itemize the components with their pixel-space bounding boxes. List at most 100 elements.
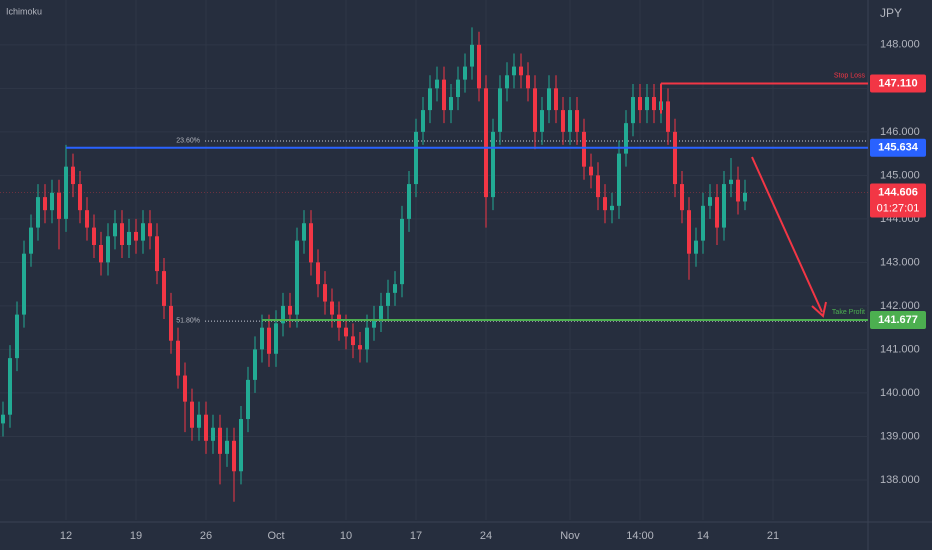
candle-body — [106, 236, 110, 263]
candle-body — [99, 244, 103, 263]
candle-body — [36, 197, 40, 228]
candle-body — [722, 184, 726, 228]
x-tick-label: 14 — [697, 530, 709, 542]
candle-body — [386, 292, 390, 306]
candle-body — [267, 327, 271, 354]
candle-body — [393, 284, 397, 293]
candle-body — [414, 131, 418, 185]
candle-body — [78, 184, 82, 211]
candle-body — [610, 205, 614, 211]
candle-body — [169, 305, 173, 341]
level-name: Stop Loss — [834, 72, 866, 79]
candle-body — [435, 79, 439, 89]
candle-body — [645, 97, 649, 111]
candle-body — [316, 262, 320, 285]
candle-body — [85, 210, 89, 228]
candle-body — [561, 110, 565, 132]
candle-body — [295, 240, 299, 315]
currency-label: JPY — [880, 6, 902, 20]
indicator-label: Ichimoku — [6, 6, 42, 16]
x-tick-label: 14:00 — [626, 530, 654, 542]
candle-body — [736, 179, 740, 202]
price-tag — [870, 183, 926, 218]
candle-body — [29, 227, 33, 254]
candle-body — [533, 88, 537, 132]
candle-body — [323, 284, 327, 302]
candle-body — [120, 223, 124, 245]
candle-body — [547, 88, 551, 111]
candle-body — [50, 192, 54, 211]
candle-body — [673, 131, 677, 185]
fib-label: 51.80% — [176, 317, 200, 324]
arrow — [751, 156, 823, 313]
x-tick-label: 10 — [340, 530, 352, 542]
candle-body — [519, 66, 523, 76]
candle-body — [442, 79, 446, 111]
candle-body — [197, 414, 201, 428]
candle-body — [715, 197, 719, 228]
candle-body — [540, 110, 544, 132]
y-tick-label: 139.000 — [880, 430, 920, 442]
candle-body — [239, 419, 243, 472]
candle-body — [379, 305, 383, 319]
price-tag-label: 147.110 — [878, 77, 917, 89]
y-tick-label: 140.000 — [880, 387, 920, 399]
candle-body — [701, 205, 705, 241]
x-tick-label: 17 — [410, 530, 422, 542]
level-name: Take Profit — [832, 309, 865, 316]
candle-body — [708, 197, 712, 206]
candle-body — [113, 223, 117, 237]
candle-body — [470, 44, 474, 67]
candle-body — [57, 192, 61, 219]
countdown-label: 01:27:01 — [877, 202, 920, 214]
candle-body — [330, 301, 334, 315]
candle-body — [8, 358, 12, 415]
candle-body — [218, 427, 222, 454]
candle-body — [428, 88, 432, 111]
candle-body — [190, 401, 194, 428]
y-tick-label: 148.000 — [880, 39, 920, 51]
price-tag — [870, 74, 926, 93]
candle-body — [624, 123, 628, 154]
candle-body — [274, 323, 278, 354]
candle-body — [176, 340, 180, 376]
candle-body — [407, 184, 411, 219]
candle-body — [246, 379, 250, 420]
candle-body — [582, 131, 586, 167]
candle-body — [71, 166, 75, 185]
candle-body — [162, 271, 166, 306]
y-tick-label: 138.000 — [880, 474, 920, 486]
candle-body — [92, 227, 96, 245]
candle-body — [64, 166, 68, 219]
candle-body — [225, 440, 229, 454]
candle-body — [575, 110, 579, 132]
fib-label: 23.60% — [176, 137, 200, 144]
candle-body — [260, 327, 264, 350]
x-tick-label: 21 — [767, 530, 779, 542]
x-tick-label: 19 — [130, 530, 142, 542]
candle-body — [652, 97, 656, 111]
x-tick-label: 24 — [480, 530, 492, 542]
candle-body — [568, 110, 572, 132]
candle-body — [554, 88, 558, 111]
candle-body — [666, 101, 670, 132]
y-tick-label: 142.000 — [880, 300, 920, 312]
plot: 23.60% 51.80% Stop Loss Take Profit — [0, 27, 868, 502]
candle-body — [127, 231, 131, 245]
arrow-head — [811, 301, 827, 318]
candle-body — [15, 314, 19, 359]
candle-body — [141, 223, 145, 241]
x-tick-label: 26 — [200, 530, 212, 542]
candle-body — [358, 345, 362, 350]
candle-body — [505, 75, 509, 89]
candle-body — [463, 66, 467, 80]
price-tag-label: 141.677 — [878, 314, 918, 326]
price-tag-label: 144.606 — [878, 186, 918, 198]
candle-body — [288, 305, 292, 315]
candle-body — [631, 97, 635, 124]
candle-body — [456, 79, 460, 98]
candle-body — [253, 349, 257, 380]
